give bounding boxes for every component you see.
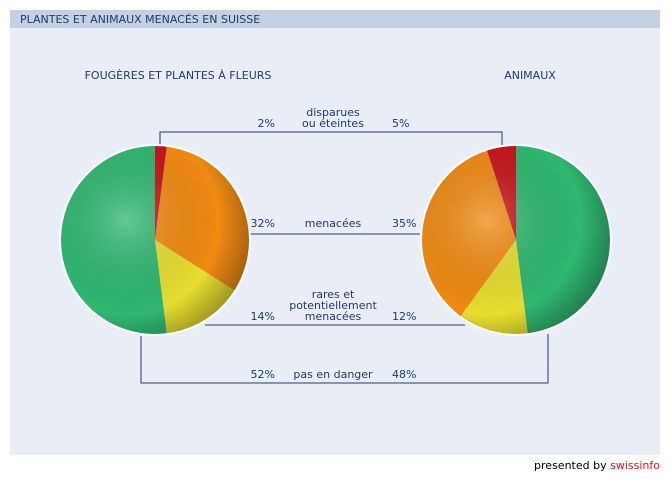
- value-label: 12%: [392, 310, 416, 323]
- value-label: 2%: [258, 117, 275, 130]
- pie-shade: [59, 144, 251, 336]
- footer: presented by swissinfo: [534, 459, 660, 472]
- value-label: 35%: [392, 217, 416, 230]
- value-label: 32%: [251, 217, 275, 230]
- page-title: PLANTES ET ANIMAUX MENACÉS EN SUISSE: [20, 13, 260, 26]
- category-label: pas en danger: [293, 368, 373, 381]
- pie-title: FOUGÈRES ET PLANTES À FLEURS: [85, 69, 272, 82]
- category-label: menacées: [305, 217, 362, 230]
- category-label: ou éteintes: [302, 117, 364, 130]
- footer-prefix: presented by: [534, 459, 607, 472]
- pie-title: ANIMAUX: [504, 69, 556, 82]
- value-label: 14%: [251, 310, 275, 323]
- category-label: potentiellement: [289, 299, 377, 312]
- header-bar: [10, 10, 660, 28]
- value-label: 5%: [392, 117, 409, 130]
- value-label: 52%: [251, 368, 275, 381]
- value-label: 48%: [392, 368, 416, 381]
- footer-brand: swissinfo: [610, 459, 660, 472]
- connectors: [140, 131, 549, 384]
- category-label: menacées: [305, 310, 362, 323]
- category-label: rares et: [312, 288, 355, 301]
- category-label: disparues: [306, 106, 360, 119]
- pie-shade: [420, 144, 612, 336]
